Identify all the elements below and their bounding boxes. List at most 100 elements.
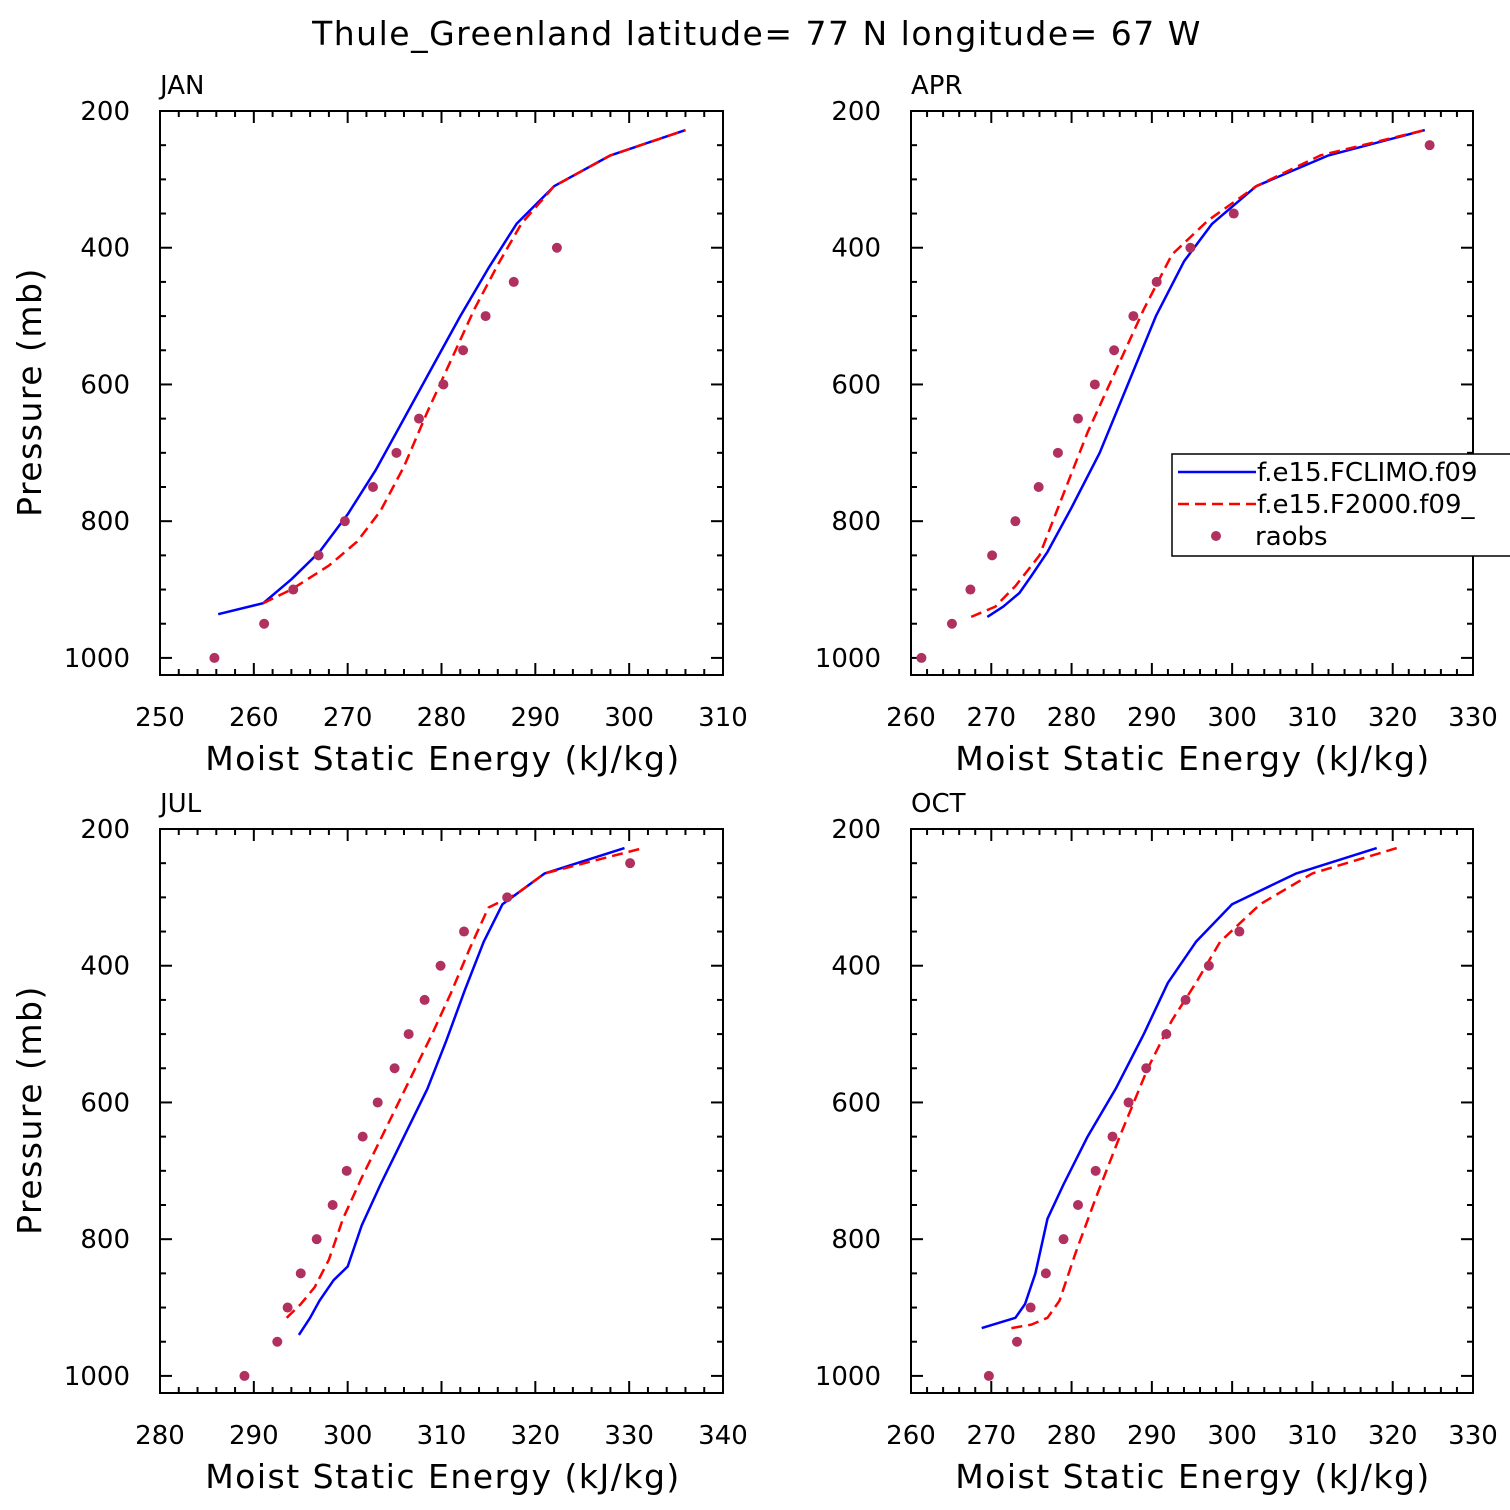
raobs-point xyxy=(1107,1131,1118,1142)
raobs-point xyxy=(502,892,513,903)
x-tick-label: 270 xyxy=(323,703,373,733)
raobs-point xyxy=(339,516,350,527)
x-tick-label: 330 xyxy=(604,1421,654,1451)
plot-frame xyxy=(910,110,1474,676)
raobs-point xyxy=(288,584,299,595)
raobs-point xyxy=(327,1200,338,1210)
legend-marker-raobs xyxy=(1211,531,1221,541)
raobs-point xyxy=(983,1370,994,1381)
raobs-point xyxy=(946,618,957,629)
raobs-point xyxy=(916,652,927,663)
raobs-point xyxy=(1090,1165,1101,1176)
y-tick-label: 400 xyxy=(80,952,130,982)
raobs-point xyxy=(389,1063,400,1074)
x-tick-label: 260 xyxy=(886,1421,936,1451)
x-tick-label: 280 xyxy=(1047,703,1097,733)
raobs-point xyxy=(965,584,976,595)
x-tick-label: 250 xyxy=(135,703,185,733)
raobs-point xyxy=(1203,960,1214,971)
series-line-fclimo xyxy=(981,846,1378,1330)
x-tick-label: 270 xyxy=(966,703,1016,733)
y-tick-label: 800 xyxy=(831,1225,881,1255)
raobs-point xyxy=(209,652,220,663)
raobs-point xyxy=(1161,1029,1172,1040)
y-tick-label: 200 xyxy=(80,97,130,127)
y-axis-label: Pressure (mb) xyxy=(10,985,49,1235)
legend-label-fclimo: f.e15.FCLIMO.f09 xyxy=(1257,458,1477,488)
panel-jan: JAN Moist Static Energy (kJ/kg) Pressure… xyxy=(10,71,748,778)
x-axis-label: Moist Static Energy (kJ/kg) xyxy=(955,739,1431,778)
x-axis-label: Moist Static Energy (kJ/kg) xyxy=(955,1457,1431,1496)
raobs-point xyxy=(1109,345,1120,356)
y-axis-label: Pressure (mb) xyxy=(10,267,49,517)
x-tick-label: 280 xyxy=(417,703,467,733)
raobs-point xyxy=(1128,311,1139,322)
raobs-point xyxy=(1072,413,1083,424)
y-tick-label: 600 xyxy=(80,370,130,400)
raobs-point xyxy=(987,550,998,561)
raobs-point xyxy=(438,379,449,390)
x-tick-label: 330 xyxy=(1448,1421,1498,1451)
y-tick-label: 1000 xyxy=(64,1362,130,1392)
x-tick-label: 300 xyxy=(1207,703,1257,733)
x-tick-label: 300 xyxy=(604,703,654,733)
x-tick-label: 320 xyxy=(511,1421,561,1451)
raobs-point xyxy=(1072,1200,1083,1210)
raobs-point xyxy=(313,550,324,561)
raobs-point xyxy=(1025,1302,1036,1313)
y-tick-label: 600 xyxy=(831,370,881,400)
raobs-point xyxy=(1185,242,1196,253)
raobs-point xyxy=(459,926,470,937)
y-tick-label: 800 xyxy=(80,507,130,537)
y-tick-label: 1000 xyxy=(815,644,881,674)
x-tick-label: 310 xyxy=(1288,703,1338,733)
raobs-point xyxy=(1180,994,1191,1005)
raobs-point xyxy=(341,1165,352,1176)
series-line-fclimo xyxy=(217,128,686,616)
x-tick-label: 310 xyxy=(417,1421,467,1451)
series-line-f2000 xyxy=(262,128,686,605)
raobs-point xyxy=(435,960,446,971)
raobs-point xyxy=(625,858,636,869)
y-tick-label: 800 xyxy=(80,1225,130,1255)
series-line-f2000 xyxy=(285,846,644,1319)
x-tick-label: 280 xyxy=(135,1421,185,1451)
x-axis-label: Moist Static Energy (kJ/kg) xyxy=(205,739,681,778)
y-tick-label: 400 xyxy=(80,234,130,264)
raobs-point xyxy=(403,1029,414,1040)
series-line-f2000 xyxy=(1011,846,1398,1330)
panel-apr: APR Moist Static Energy (kJ/kg) 260 270 28… xyxy=(815,71,1498,778)
y-tick-label: 400 xyxy=(831,952,881,982)
panel-oct: OCT Moist Static Energy (kJ/kg) 260 270 28… xyxy=(815,789,1498,1496)
x-tick-label: 320 xyxy=(1368,1421,1418,1451)
x-tick-label: 330 xyxy=(1448,703,1498,733)
raobs-point xyxy=(1141,1063,1152,1074)
raobs-point xyxy=(357,1131,368,1142)
x-tick-label: 300 xyxy=(1207,1421,1257,1451)
x-axis-label: Moist Static Energy (kJ/kg) xyxy=(205,1457,681,1496)
panel-jul: JUL Moist Static Energy (kJ/kg) Pressure… xyxy=(10,789,748,1496)
x-tick-label: 290 xyxy=(511,703,561,733)
raobs-point xyxy=(1089,379,1100,390)
raobs-point xyxy=(1234,926,1245,937)
raobs-point xyxy=(480,311,491,322)
x-tick-label: 290 xyxy=(1127,1421,1177,1451)
series-line-f2000 xyxy=(970,128,1426,619)
y-tick-label: 400 xyxy=(831,234,881,264)
y-tick-label: 800 xyxy=(831,507,881,537)
raobs-point xyxy=(259,618,270,629)
x-tick-label: 260 xyxy=(886,703,936,733)
x-tick-label: 260 xyxy=(229,703,279,733)
plot-frame xyxy=(159,828,724,1394)
panel-title: JAN xyxy=(158,71,204,101)
legend-label-raobs: raobs xyxy=(1255,522,1328,552)
raobs-point xyxy=(1424,140,1435,151)
raobs-point xyxy=(508,276,519,287)
x-tick-label: 310 xyxy=(1288,1421,1338,1451)
x-tick-label: 270 xyxy=(966,1421,1016,1451)
plot-frame xyxy=(159,110,724,676)
panel-title: JUL xyxy=(158,789,202,819)
raobs-point xyxy=(458,345,469,356)
x-tick-label: 340 xyxy=(698,1421,748,1451)
raobs-point xyxy=(1011,1336,1022,1347)
